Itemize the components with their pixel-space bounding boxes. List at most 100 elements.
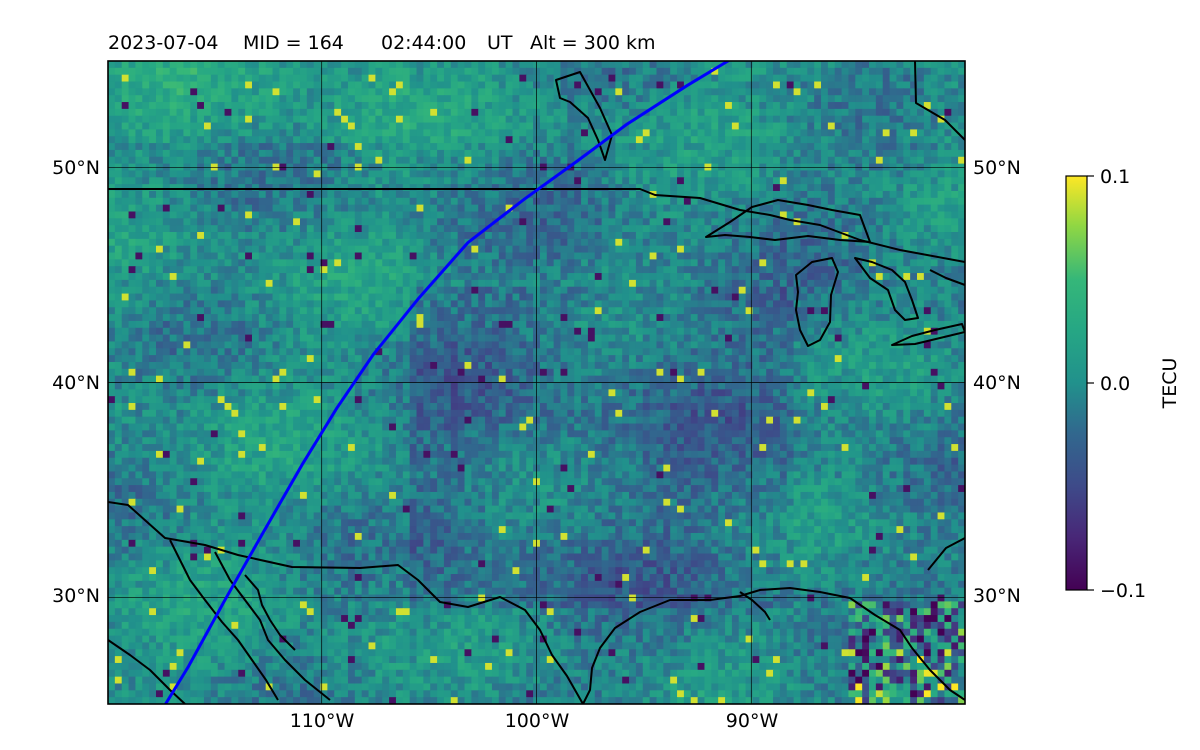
heatmap-cell [142,108,150,117]
heatmap-cell [258,320,267,329]
heatmap-cell [731,81,740,89]
title-ut: UT [487,32,513,54]
heatmap-cell [478,184,486,192]
heatmap-cell [855,115,863,124]
heatmap-cell [395,266,404,274]
heatmap-cell [779,129,788,137]
heatmap-cell [443,190,452,199]
heatmap-cell [869,211,877,219]
heatmap-cell [416,320,424,329]
heatmap-cell [334,245,342,254]
heatmap-cell [423,279,431,288]
heatmap-cell [869,293,877,302]
heatmap-cell [526,238,534,247]
heatmap-cell [622,259,630,267]
heatmap-cell [670,67,678,76]
heatmap-cell [491,266,500,274]
heatmap-cell [142,245,150,254]
heatmap-cell [800,211,808,219]
heatmap-cell [224,211,233,219]
heatmap-cell [958,136,965,144]
heatmap-cell [224,314,233,322]
heatmap-cell [354,232,363,240]
heatmap-cell [567,197,575,206]
heatmap-cell [917,293,925,302]
heatmap-cell [834,136,843,144]
heatmap-cell [485,177,493,185]
heatmap-cell [306,245,315,254]
heatmap-cell [142,102,150,110]
heatmap-cell [478,232,486,240]
heatmap-cell [286,143,294,151]
heatmap-cell [485,170,493,178]
heatmap-cell [176,136,185,144]
heatmap-cell [498,170,507,178]
heatmap-cell [738,108,747,117]
heatmap-cell [457,81,466,89]
heatmap-cell [786,108,795,117]
heatmap-cell [306,129,315,137]
heatmap-cell [656,300,664,308]
heatmap-cell [862,286,870,295]
heatmap-cell [738,211,747,219]
heatmap-cell [409,177,418,185]
heatmap-cell [711,129,719,137]
heatmap-cell [128,252,137,260]
heatmap-cell [457,74,466,83]
heatmap-cell [594,170,603,178]
heatmap-cell [320,74,328,83]
heatmap-cell [203,252,212,260]
heatmap-cell [155,81,164,89]
heatmap-cell [245,102,253,110]
heatmap-cell [210,129,219,137]
heatmap-cell [286,273,294,281]
heatmap-cell [553,327,562,336]
heatmap-cell [574,320,582,329]
heatmap-cell [416,218,424,226]
heatmap-cell [862,273,870,281]
heatmap-cell [752,204,760,213]
heatmap-cell [286,190,294,199]
heatmap-cell [409,143,418,151]
heatmap-cell [587,259,596,267]
heatmap-cell [731,245,740,254]
heatmap-cell [491,273,500,281]
heatmap-cell [594,197,603,206]
heatmap-cell [759,129,767,137]
heatmap-cell [245,156,253,165]
heatmap-cell [649,115,658,124]
heatmap-cell [327,286,335,295]
heatmap-cell [869,266,877,274]
heatmap-cell [704,95,712,103]
heatmap-cell [347,177,356,185]
heatmap-cell [437,320,445,329]
heatmap-cell [142,320,150,329]
heatmap-cell [944,273,952,281]
heatmap-cell [690,320,699,329]
heatmap-cell [539,136,548,144]
heatmap-cell [279,300,287,308]
heatmap-cell [814,286,822,295]
heatmap-cell [121,225,130,233]
heatmap-cell [875,95,884,103]
heatmap-cell [711,88,719,96]
heatmap-cell [635,177,644,185]
heatmap-cell [848,259,856,267]
heatmap-cell [231,273,239,281]
heatmap-cell [567,149,575,158]
heatmap-cell [327,314,335,322]
heatmap-cell [368,307,376,315]
heatmap-cell [389,184,397,192]
heatmap-cell [238,245,246,254]
heatmap-cell [169,184,178,192]
heatmap-cell [286,81,294,89]
heatmap-cell [560,197,568,206]
heatmap-cell [334,108,342,117]
heatmap-cell [581,293,589,302]
heatmap-cell [416,190,424,199]
heatmap-cell [958,143,965,151]
heatmap-cell [190,61,198,69]
heatmap-cell [108,88,116,96]
heatmap-cell [190,136,198,144]
heatmap-cell [334,238,342,247]
